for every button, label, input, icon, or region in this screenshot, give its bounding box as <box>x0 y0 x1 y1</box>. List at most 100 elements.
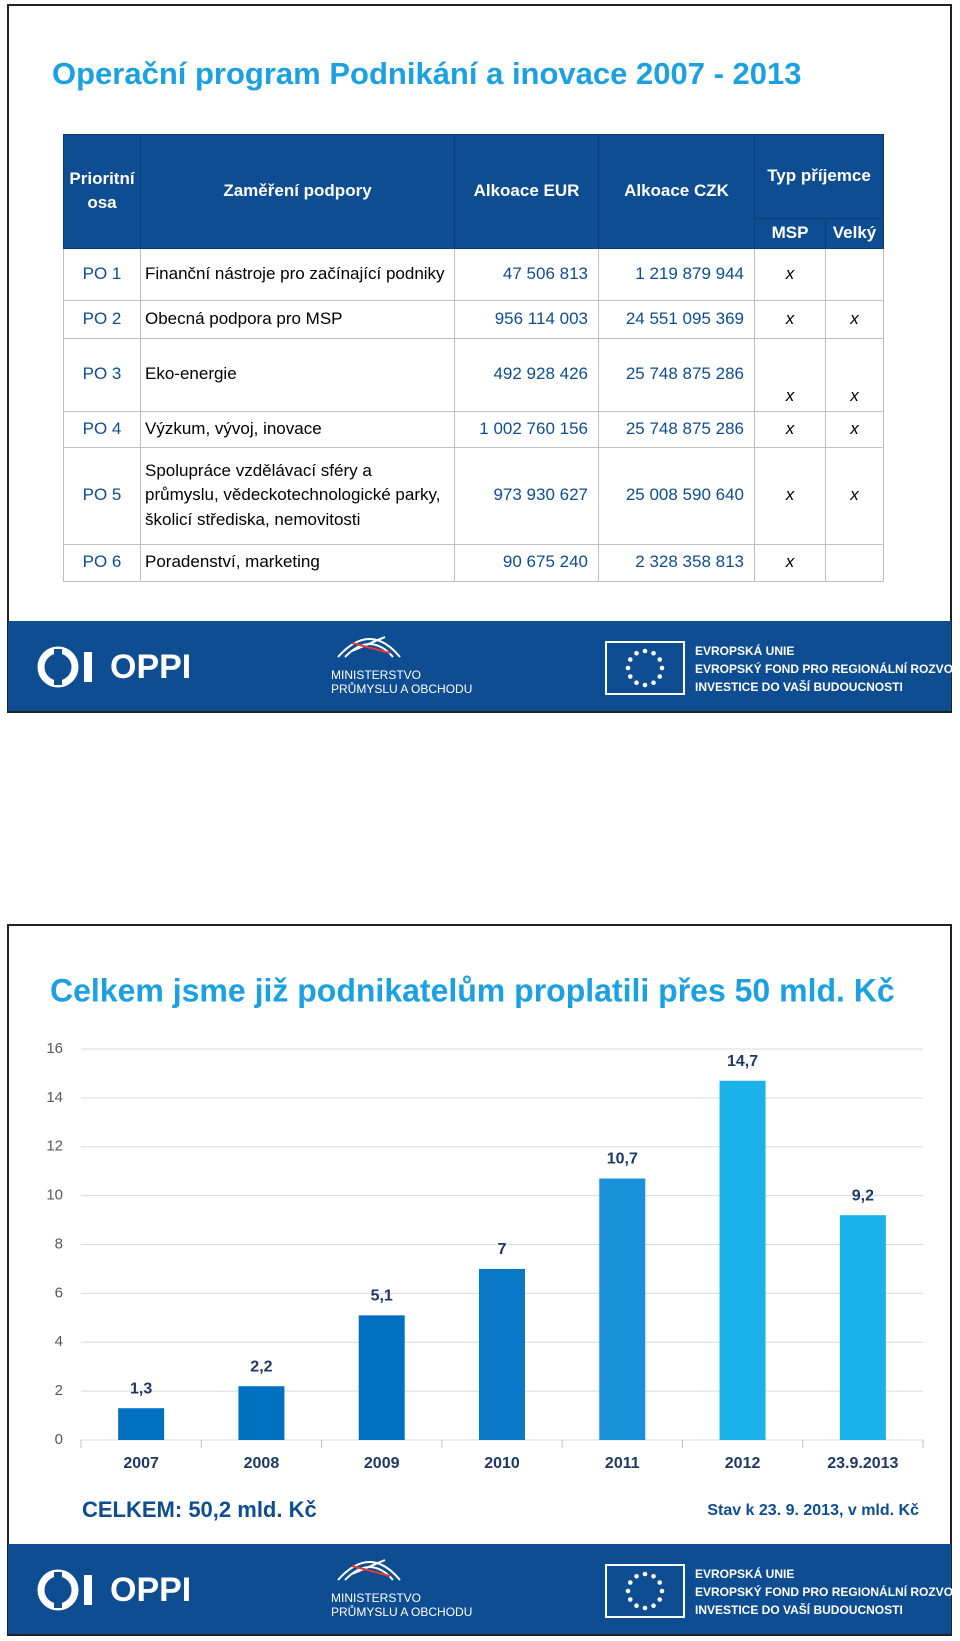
table-row: PO 3 Eko-energie 492 928 426 25 748 875 286… <box>63 337 884 412</box>
eu-star <box>634 680 639 686</box>
text-cell: Finanční nástroje pro začínající podniky <box>140 247 455 301</box>
slide-border <box>7 924 952 1636</box>
eu-star <box>627 1597 633 1602</box>
text-cell: Poradenství, marketing <box>140 543 455 582</box>
y-tick-label: 6 <box>55 1284 63 1301</box>
po-cell: PO 5 <box>63 446 141 545</box>
eu-star <box>657 657 663 662</box>
eu-star <box>642 648 648 654</box>
x-tick-label: 2009 <box>364 1455 400 1472</box>
velky-cell: x <box>825 337 884 412</box>
value-label: 14,7 <box>727 1053 758 1070</box>
oppi-icon <box>84 652 92 682</box>
header-cell: Prioritní osa <box>63 134 141 249</box>
total-label: CELKEM: 50,2 mld. Kč <box>82 1497 317 1522</box>
eu-text: EVROPSKÝ FOND PRO REGIONÁLNÍ ROZVOJ <box>695 1584 960 1599</box>
bar <box>719 1080 766 1440</box>
po-cell: PO 1 <box>63 247 141 301</box>
eu-star <box>657 1597 663 1602</box>
x-tick-label: 2011 <box>605 1455 640 1472</box>
slide-border <box>7 4 952 713</box>
velky-cell: x <box>825 299 884 339</box>
bar <box>358 1315 405 1440</box>
ministry: PRŮMYSLU A OBCHODU <box>331 681 472 696</box>
eu-star <box>651 1573 656 1579</box>
eu-star <box>634 650 639 656</box>
velky-cell <box>825 543 884 582</box>
header-cell: Velký <box>825 218 884 249</box>
eur-cell: 47 506 813 <box>454 247 599 301</box>
eur-cell: 492 928 426 <box>454 337 599 412</box>
oppi-icon <box>54 1572 62 1608</box>
value-label: 7 <box>498 1241 507 1258</box>
brand: OPPI <box>110 1571 191 1609</box>
header-cell: Alkoace EUR <box>454 134 599 249</box>
msp-cell: x <box>754 446 826 545</box>
eu-star <box>659 1588 665 1594</box>
chart-title: Celkem jsme již podnikatelům proplatili … <box>50 972 895 1008</box>
value-label: 10,7 <box>607 1151 638 1168</box>
table-row: MSP Velký <box>64 218 884 249</box>
footer-band <box>8 1544 951 1634</box>
text-cell: Spolupráce vzdělávací sféry a průmyslu, … <box>140 446 455 545</box>
msp-cell: x <box>754 410 826 448</box>
po-cell: PO 3 <box>63 337 141 412</box>
oppi-icon <box>84 1575 92 1605</box>
header-cell: MSP <box>754 218 826 249</box>
table-row: PO 6 Poradenství, marketing 90 675 240 2 32… <box>63 543 884 582</box>
msp-cell: x <box>754 299 826 339</box>
czk-cell: 24 551 095 369 <box>598 299 755 339</box>
y-tick-label: 4 <box>55 1333 63 1350</box>
footer-band <box>8 621 951 711</box>
value-label: 5,1 <box>371 1288 393 1305</box>
note-label: Stav k 23. 9. 2013, v mld. Kč <box>707 1502 919 1519</box>
ministry-logo <box>351 642 391 654</box>
y-tick-label: 12 <box>46 1138 63 1155</box>
velky-cell <box>825 247 884 301</box>
brand: OPPI <box>110 648 191 686</box>
text-cell: Obecná podpora pro MSP <box>140 299 455 339</box>
eu-star <box>627 1580 633 1585</box>
bar <box>839 1215 886 1440</box>
po-cell: PO 6 <box>63 543 141 582</box>
eu-text: INVESTICE DO VAŠÍ BUDOUCNOSTI <box>695 1602 903 1617</box>
table-row: PO 5 Spolupráce vzdělávací sféry a průmys… <box>63 446 884 545</box>
y-tick-label: 10 <box>46 1187 63 1204</box>
allocation-table: Prioritní osa Zaměření podpory Alkoace EUR… <box>63 134 884 582</box>
czk-cell: 25 008 590 640 <box>598 446 755 545</box>
eu-star <box>625 665 631 671</box>
text-cell: Výzkum, vývoj, inovace <box>140 410 455 448</box>
msp-cell: x <box>754 337 826 412</box>
eu-star <box>651 1603 656 1609</box>
czk-cell: 1 219 879 944 <box>598 247 755 301</box>
value-label: 9,2 <box>852 1187 874 1204</box>
ministry: MINISTERSTVO <box>331 668 421 682</box>
x-tick-label: 2010 <box>484 1455 520 1472</box>
velky-cell: x <box>825 410 884 448</box>
eu-star <box>642 1571 648 1577</box>
oppi-icon <box>54 649 62 685</box>
eur-cell: 1 002 760 156 <box>454 410 599 448</box>
bar <box>599 1178 646 1440</box>
y-tick-label: 0 <box>55 1431 63 1448</box>
x-tick-label: 2007 <box>123 1455 159 1472</box>
header-cell: Alkoace CZK <box>598 134 755 249</box>
eu-star <box>642 682 648 688</box>
eu-star <box>634 1573 639 1579</box>
ministry: PRŮMYSLU A OBCHODU <box>331 1604 472 1619</box>
header-cell: Typ příjemce <box>754 134 884 219</box>
eu-star <box>657 674 663 679</box>
eu-star <box>627 657 633 662</box>
ministry-logo <box>351 1565 391 1577</box>
x-tick-label: 23.9.2013 <box>827 1455 898 1472</box>
msp-cell: x <box>754 543 826 582</box>
eu-star <box>625 1588 631 1594</box>
y-tick-label: 16 <box>46 1040 63 1057</box>
table-row: Prioritní osa Zaměření podpory Alkoace EUR… <box>63 134 884 249</box>
eu-text: EVROPSKÁ UNIE <box>695 1566 794 1581</box>
ministry: MINISTERSTVO <box>331 1591 421 1605</box>
eu-text: EVROPSKÁ UNIE <box>695 643 794 658</box>
